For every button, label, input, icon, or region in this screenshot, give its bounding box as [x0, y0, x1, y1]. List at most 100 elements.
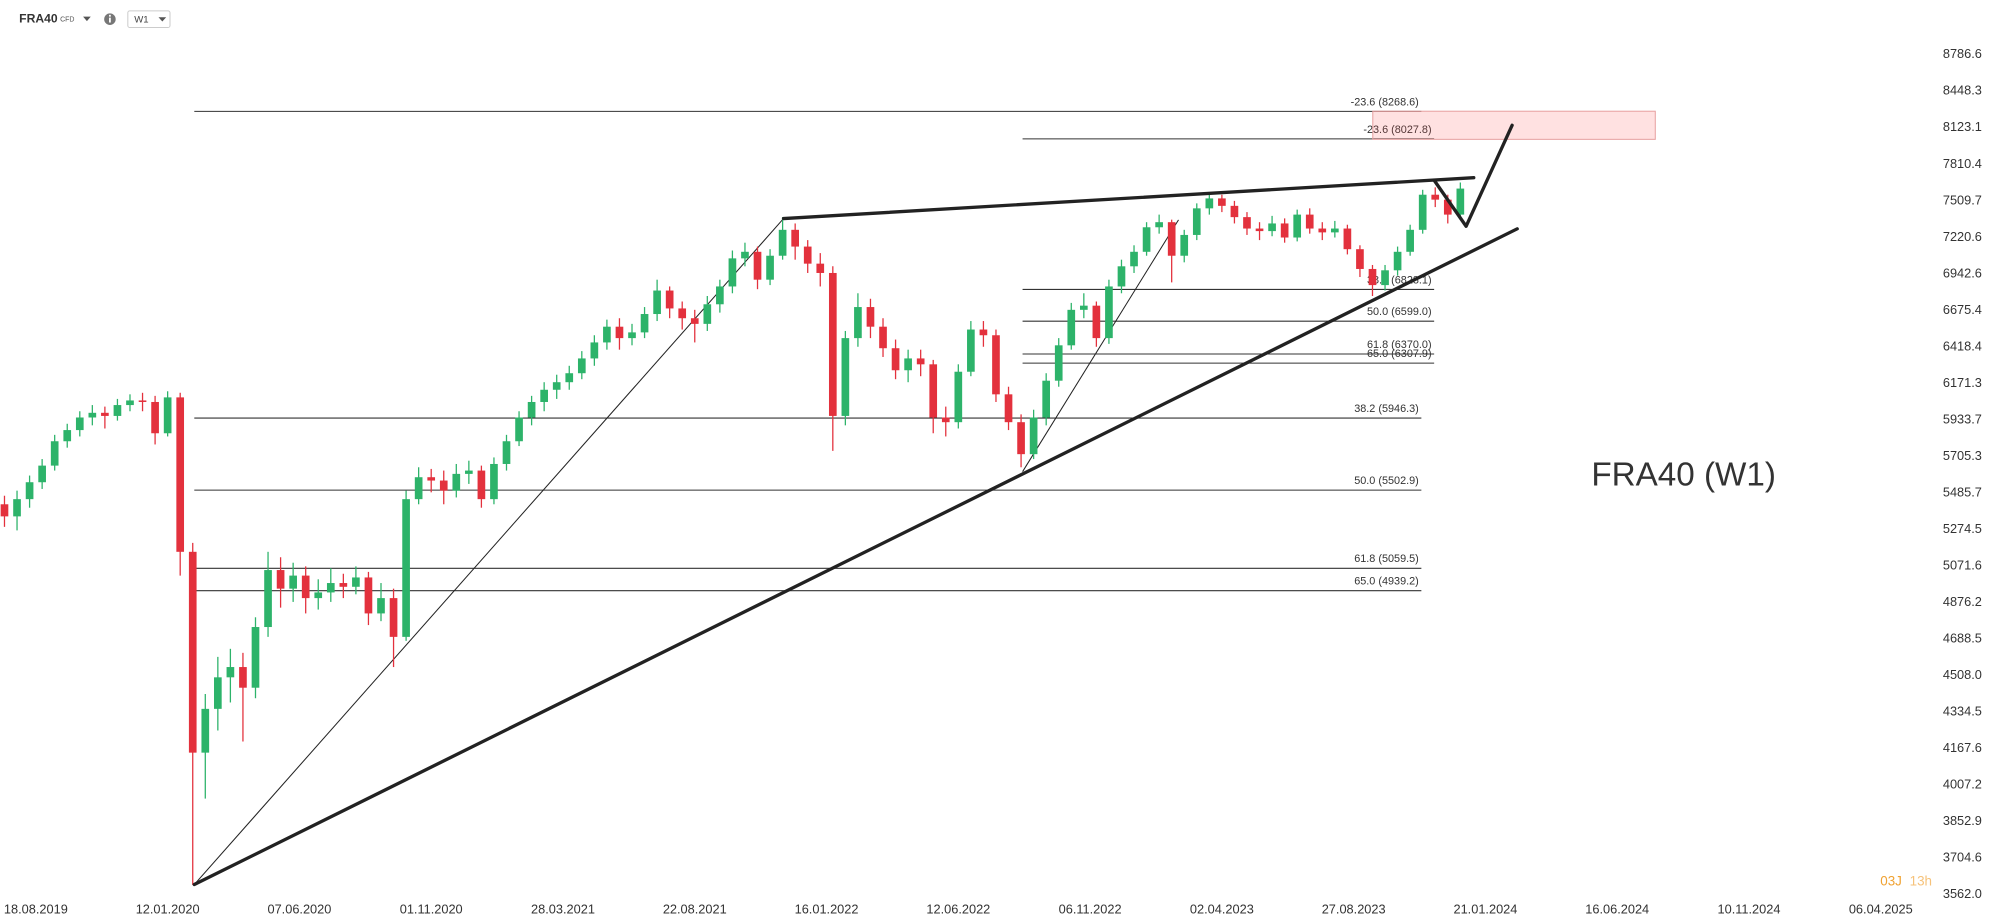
y-tick-label: 8786.6 [1943, 46, 1982, 61]
candle-body [477, 470, 486, 500]
projection-path [1432, 123, 1514, 228]
candle-body [766, 255, 774, 280]
candle-body [1406, 229, 1414, 252]
y-tick-label: 7220.6 [1943, 229, 1982, 244]
candle-body [552, 382, 561, 390]
candle-body [138, 400, 147, 402]
candle-body [690, 318, 699, 324]
candle-body [314, 592, 323, 599]
y-tick-label: 5274.5 [1943, 521, 1982, 536]
y-tick-label: 4876.2 [1943, 594, 1982, 609]
candle-body [640, 314, 649, 333]
y-tick-label: 8123.1 [1943, 119, 1982, 134]
candle-body [879, 326, 887, 349]
candle-body [239, 667, 247, 688]
x-tick-label: 16.06.2024 [1585, 901, 1649, 916]
candle-body [13, 499, 21, 517]
candle-body [63, 430, 72, 442]
interval: W1 [134, 14, 148, 25]
candle-body [276, 570, 285, 589]
candle-body [1192, 208, 1201, 235]
candle-body [854, 307, 862, 339]
interval-dropdown [158, 17, 167, 22]
candle-body [377, 598, 385, 614]
candle-body [665, 290, 674, 309]
fib-level-label: 65.0 (6307.9) [1367, 348, 1432, 360]
candle-body [1268, 223, 1276, 232]
x-tick-label: 06.11.2022 [1059, 901, 1122, 916]
candle-body [791, 229, 799, 247]
candle-body [126, 400, 134, 406]
candle-body [992, 335, 1000, 395]
candle-body [1318, 228, 1327, 233]
candle-body [1443, 199, 1452, 215]
candle-body [188, 551, 197, 753]
candle-body [1230, 205, 1239, 218]
y-tick-label: 7810.4 [1943, 156, 1982, 171]
info-icon-dot [109, 14, 111, 17]
instrument-kind: CFD [60, 17, 74, 24]
candle-body [603, 326, 611, 343]
chart-watermark: FRA40 (W1) [1591, 457, 1776, 494]
fib-level-label: 61.8 (5059.5) [1354, 553, 1419, 565]
fibonacci-layer: -23.6 (8268.6) 38.2 (5946.3) 50.0 (5502.9)… [194, 96, 1435, 592]
candle-body [1067, 309, 1076, 346]
y-tick-label: 6675.4 [1943, 302, 1982, 317]
candle-body [1218, 198, 1226, 206]
candle-body [515, 417, 523, 442]
candle-body [251, 627, 260, 688]
candle-body [678, 308, 687, 319]
y-tick-label: 4007.2 [1943, 777, 1982, 792]
candle-body [414, 477, 423, 500]
fib-level-label: 38.2 (5946.3) [1354, 403, 1419, 415]
candle-body [1079, 305, 1088, 310]
candle-body [1105, 286, 1113, 339]
candle-body [201, 708, 210, 753]
candle-body [1456, 188, 1465, 215]
candle-body [741, 251, 749, 259]
x-tick-label: 07.06.2020 [267, 901, 331, 916]
candle-body [1418, 194, 1427, 230]
candle-body [264, 570, 272, 628]
candle-body [590, 342, 599, 359]
fib-level-label: 50.0 (5502.9) [1354, 475, 1419, 487]
info-icon-glyph [109, 17, 111, 23]
candle-body [577, 358, 586, 374]
candle-body [1029, 417, 1038, 455]
y-tick-label: 5071.6 [1943, 557, 1982, 572]
x-tick-label: 22.08.2021 [663, 901, 727, 916]
candle-body [1205, 198, 1214, 209]
candles [0, 182, 1465, 885]
y-tick-label: 5705.3 [1943, 448, 1982, 463]
candle-body [427, 477, 436, 481]
candle-body [113, 405, 122, 416]
x-tick-label: 12.06.2022 [926, 901, 990, 916]
candle-body [1431, 194, 1440, 200]
symbol[interactable]: FRA40 [19, 11, 58, 25]
candle-body [1381, 270, 1389, 286]
interval-select[interactable] [127, 10, 171, 29]
x-tick-label: 12.01.2020 [136, 901, 200, 916]
candle-body [1280, 223, 1289, 238]
candle-body [1255, 228, 1264, 232]
candle-body [1368, 268, 1377, 286]
candle-body [540, 389, 548, 402]
candle-body [703, 304, 712, 324]
candle-body [75, 417, 84, 431]
candle-body [615, 326, 624, 339]
candle-body [728, 258, 737, 287]
candle-body [653, 290, 661, 315]
candle-body [163, 397, 172, 434]
candle-body [364, 577, 373, 614]
x-tick-label: 06.04.2025 [1849, 901, 1913, 916]
x-tick-label: 21.01.2024 [1453, 901, 1517, 916]
y-tick-label: 7509.7 [1943, 192, 1982, 207]
candle-body [904, 358, 912, 371]
candle-body [1293, 214, 1302, 238]
target-zone [1372, 110, 1656, 140]
candle-body [628, 332, 636, 339]
symbol-dropdown[interactable] [83, 16, 91, 22]
candle-body [301, 575, 310, 599]
candle-body [891, 348, 900, 371]
